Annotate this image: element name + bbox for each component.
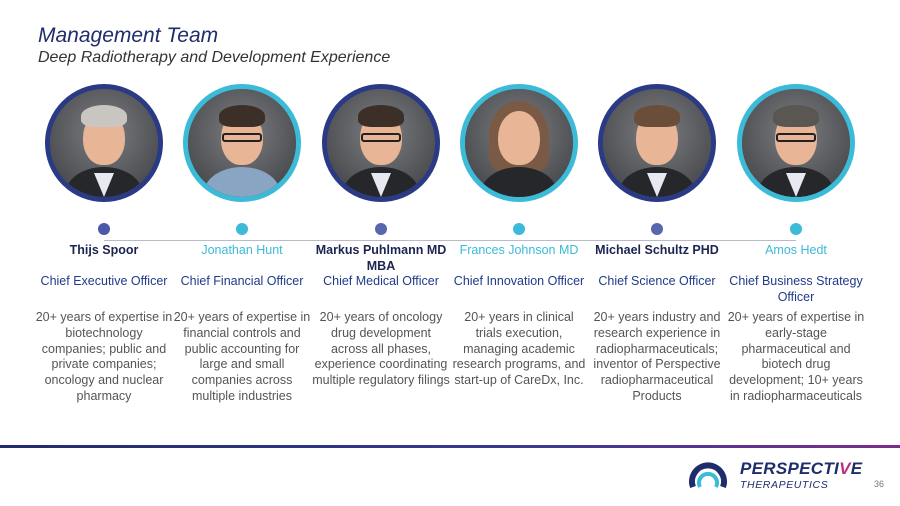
- timeline-dot: [375, 223, 387, 235]
- member-description: 20+ years in clinical trials execution, …: [452, 310, 586, 388]
- team-member-card: Frances Johnson MD Chief Innovation Offi…: [450, 84, 588, 389]
- company-logo-tagline: THERAPEUTICS: [740, 479, 829, 491]
- headshot-photo: [598, 84, 716, 202]
- headshot-photo: [183, 84, 301, 202]
- member-description: 20+ years of oncology drug development a…: [312, 310, 450, 388]
- member-description: 20+ years of expertise in financial cont…: [173, 310, 311, 403]
- headshot-photo: [737, 84, 855, 202]
- member-role: Chief Science Officer: [598, 274, 716, 288]
- member-role: Chief Financial Officer: [180, 274, 304, 288]
- slide-title: Management Team: [38, 24, 219, 47]
- member-name: Frances Johnson MD: [459, 243, 579, 257]
- member-role: Chief Innovation Officer: [453, 274, 585, 288]
- member-description: 20+ years industry and research experien…: [593, 310, 721, 403]
- headshot-photo: [45, 84, 163, 202]
- timeline-dot: [98, 223, 110, 235]
- member-name: Jonathan Hunt: [201, 243, 283, 257]
- team-member-card: Thijs Spoor Chief Executive Officer 20+ …: [35, 84, 173, 405]
- timeline-dot: [790, 223, 802, 235]
- member-description: 20+ years of expertise in early-stage ph…: [727, 310, 865, 403]
- member-name: Markus Puhlmann MD MBA: [315, 243, 447, 273]
- team-member-card: Amos Hedt Chief Business Strategy Office…: [727, 84, 865, 405]
- page-number: 36: [874, 479, 885, 489]
- timeline-dot: [513, 223, 525, 235]
- company-logo-icon: [689, 462, 727, 489]
- headshot-photo: [460, 84, 578, 202]
- timeline-dot: [236, 223, 248, 235]
- member-description: 20+ years of expertise in biotechnology …: [35, 310, 173, 403]
- member-name: Amos Hedt: [765, 243, 827, 257]
- slide-subtitle: Deep Radiotherapy and Development Experi…: [38, 49, 391, 66]
- footer-divider: [0, 445, 900, 448]
- team-member-card: Markus Puhlmann MD MBA Chief Medical Off…: [312, 84, 450, 389]
- team-member-card: Michael Schultz PHD Chief Science Office…: [588, 84, 726, 405]
- team-member-card: Jonathan Hunt Chief Financial Officer 20…: [173, 84, 311, 405]
- member-role: Chief Medical Officer: [323, 274, 439, 288]
- member-role: Chief Executive Officer: [40, 274, 168, 288]
- timeline-line: [104, 240, 796, 241]
- company-logo-text: PERSPECTIVE: [740, 459, 863, 478]
- headshot-photo: [322, 84, 440, 202]
- member-name: Thijs Spoor: [69, 243, 139, 257]
- member-role: Chief Business Strategy Officer: [729, 274, 863, 304]
- member-name: Michael Schultz PHD: [595, 243, 719, 257]
- timeline-dot: [651, 223, 663, 235]
